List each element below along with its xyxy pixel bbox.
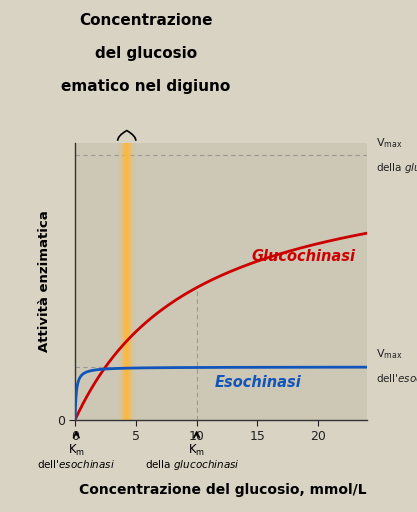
Bar bbox=[129, 143, 130, 420]
Text: K$_{\rm m}$: K$_{\rm m}$ bbox=[188, 443, 205, 458]
Text: della $\it{glucochinasi}$: della $\it{glucochinasi}$ bbox=[145, 458, 240, 472]
Text: ematico nel digiuno: ematico nel digiuno bbox=[61, 79, 231, 94]
Bar bbox=[119, 143, 120, 420]
Text: Concentrazione: Concentrazione bbox=[79, 13, 213, 28]
Text: Esochinasi: Esochinasi bbox=[215, 375, 301, 390]
Bar bbox=[121, 143, 122, 420]
Bar bbox=[122, 143, 123, 420]
Bar bbox=[134, 143, 135, 420]
Bar bbox=[123, 143, 124, 420]
Bar bbox=[128, 143, 129, 420]
Bar bbox=[130, 143, 131, 420]
Text: V$_{\rm max}$: V$_{\rm max}$ bbox=[376, 136, 402, 150]
Text: dell'$\it{esochinasi}$: dell'$\it{esochinasi}$ bbox=[376, 372, 417, 385]
Y-axis label: Attività enzimatica: Attività enzimatica bbox=[38, 211, 51, 352]
Text: Concentrazione del glucosio, mmol/L: Concentrazione del glucosio, mmol/L bbox=[79, 483, 367, 497]
Bar bbox=[120, 143, 121, 420]
Text: V$_{\rm max}$: V$_{\rm max}$ bbox=[376, 348, 402, 361]
Bar bbox=[127, 143, 128, 420]
Bar bbox=[133, 143, 134, 420]
Bar bbox=[118, 143, 119, 420]
Bar bbox=[124, 143, 125, 420]
Bar bbox=[135, 143, 136, 420]
Text: della $\it{glucochinasi}$: della $\it{glucochinasi}$ bbox=[376, 161, 417, 175]
Text: Glucochinasi: Glucochinasi bbox=[251, 249, 355, 264]
Bar bbox=[131, 143, 132, 420]
Bar bbox=[132, 143, 133, 420]
Text: del glucosio: del glucosio bbox=[95, 46, 197, 61]
Bar bbox=[125, 143, 126, 420]
Text: K$_{\rm m}$: K$_{\rm m}$ bbox=[68, 443, 85, 458]
Text: dell'$\it{esochinasi}$: dell'$\it{esochinasi}$ bbox=[37, 458, 116, 470]
Bar bbox=[126, 143, 127, 420]
